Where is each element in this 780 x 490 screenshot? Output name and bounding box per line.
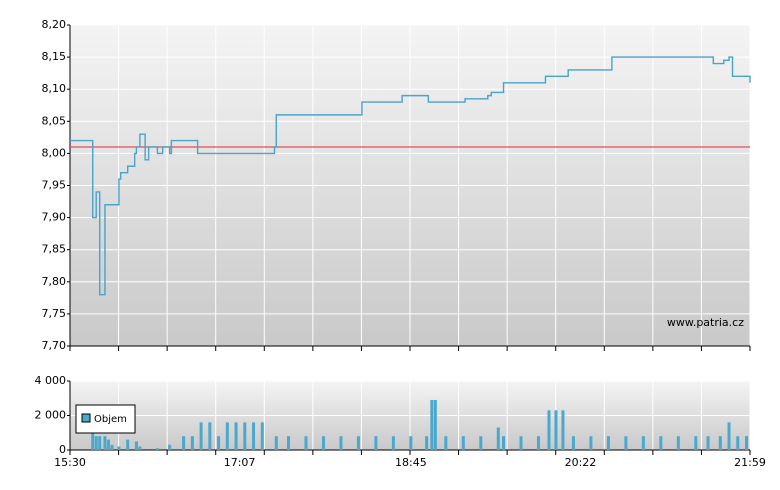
y-tick-label: 8,20 [42, 18, 67, 31]
y-tick-label: 7,75 [42, 307, 67, 320]
volume-bar [694, 436, 698, 450]
volume-bar [117, 446, 121, 450]
volume-bar [287, 436, 291, 450]
volume-bar [103, 436, 107, 450]
volume-bar [571, 436, 575, 450]
y-tick-label: 7,90 [42, 211, 67, 224]
volume-bar [727, 422, 731, 450]
volume-bar [208, 422, 212, 450]
volume-bar [155, 448, 159, 450]
volume-bar [217, 436, 221, 450]
volume-bar [433, 399, 437, 450]
price-line [70, 56, 751, 296]
volume-bar [641, 436, 645, 450]
y-tick-label: 0 [59, 443, 66, 456]
volume-bar [547, 410, 551, 450]
y-tick-label: 7,80 [42, 275, 67, 288]
volume-bar [461, 436, 465, 450]
volume-bar [479, 436, 483, 450]
y-tick-label: 4 000 [35, 374, 67, 387]
volume-bar [274, 436, 278, 450]
volume-bar [589, 436, 593, 450]
watermark: www.patria.cz [667, 316, 744, 329]
volume-bar [138, 446, 142, 450]
volume-bar [190, 436, 194, 450]
volume-bar [98, 436, 102, 450]
volume-bar [624, 436, 628, 450]
volume-bar [430, 399, 434, 450]
volume-bar [554, 410, 558, 450]
volume-bar [736, 436, 740, 450]
y-tick-label: 2 000 [35, 409, 67, 422]
legend: Objem [75, 404, 136, 434]
volume-bar [356, 436, 360, 450]
volume-bar [745, 436, 749, 450]
y-tick-label: 8,00 [42, 146, 67, 159]
x-tick-label: 17:07 [224, 456, 256, 469]
volume-bar [496, 427, 500, 450]
volume-bar [234, 422, 238, 450]
volume-bar [444, 436, 448, 450]
volume-bar [561, 410, 565, 450]
x-tick-label: 15:30 [54, 456, 86, 469]
volume-bar [718, 436, 722, 450]
volume-bar [409, 436, 413, 450]
volume-bar [519, 436, 523, 450]
y-tick-label: 8,10 [42, 82, 67, 95]
volume-bar [536, 436, 540, 450]
volume-bar [425, 436, 429, 450]
volume-bar [94, 436, 98, 450]
volume-bar [659, 436, 663, 450]
volume-bar [502, 436, 506, 450]
y-tick-label: 8,05 [42, 114, 67, 127]
volume-bar [134, 441, 138, 450]
volume-bar [182, 436, 186, 450]
volume-bar [199, 422, 203, 450]
volume-bar [321, 436, 325, 450]
legend-swatch [81, 413, 91, 423]
volume-bar [106, 439, 110, 450]
volume-bar [260, 422, 264, 450]
volume-bar [225, 422, 229, 450]
y-tick-label: 7,95 [42, 179, 67, 192]
x-tick-label: 21:59 [734, 456, 766, 469]
y-tick-label: 8,15 [42, 50, 67, 63]
volume-bar [676, 436, 680, 450]
legend-label: Objem [94, 414, 127, 425]
volume-bar [339, 436, 343, 450]
volume-bar [252, 422, 256, 450]
volume-bar [168, 444, 172, 450]
volume-bar [304, 436, 308, 450]
x-tick-label: 20:22 [565, 456, 597, 469]
x-tick-label: 18:45 [395, 456, 427, 469]
y-tick-label: 7,85 [42, 243, 67, 256]
volume-bar [374, 436, 378, 450]
volume-bar [243, 422, 247, 450]
volume-bar [110, 444, 114, 450]
volume-bar [606, 436, 610, 450]
volume-bar [126, 439, 130, 450]
volume-bar [391, 436, 395, 450]
y-tick-label: 7,70 [42, 339, 67, 352]
volume-bar [706, 436, 710, 450]
